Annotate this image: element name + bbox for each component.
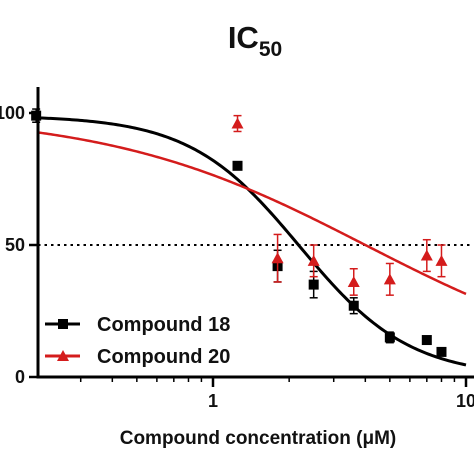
series-1-points — [31, 108, 447, 357]
y-tick-label-3: 100 — [0, 103, 25, 123]
legend: Compound 18 Compound 20 — [45, 314, 230, 368]
x-tick-label-1: 1 — [208, 391, 218, 411]
plot-area: 0 50 100 1 10 Compound 18 Compound 20 — [0, 87, 474, 411]
data-point-2-3 — [307, 254, 320, 266]
legend-label-1: Compound 18 — [97, 314, 230, 336]
x-axis-label: Compound concentration (μM) — [120, 428, 397, 449]
legend-marker-1 — [58, 319, 68, 329]
fit-curves — [38, 116, 467, 367]
legend-marker-2 — [57, 350, 69, 361]
data-point-1-2 — [232, 160, 243, 171]
series-2-points — [231, 114, 448, 296]
data-point-1-6 — [384, 332, 395, 343]
data-point-1-7 — [421, 335, 432, 346]
data-point-1-5 — [348, 300, 359, 311]
x-tick-label-2: 10 — [456, 391, 474, 411]
y-tick-label-1: 0 — [15, 367, 25, 387]
data-point-2-4 — [347, 275, 360, 287]
y-tick-label-2: 50 — [5, 235, 25, 255]
fit-curve-series-2 — [38, 131, 467, 296]
data-point-2-6 — [420, 249, 433, 261]
fit-curve-series-1 — [38, 116, 467, 367]
legend-label-2: Compound 20 — [97, 346, 230, 368]
chart-title-subscript: 50 — [259, 38, 282, 61]
data-point-1-4 — [308, 279, 319, 290]
data-point-1-8 — [436, 346, 447, 357]
chart-title-main: IC — [228, 20, 259, 55]
chart-title: IC50 — [228, 20, 282, 61]
data-point-2-5 — [383, 273, 396, 285]
data-point-1-1 — [31, 110, 42, 121]
data-point-2-2 — [271, 252, 284, 264]
data-point-2-1 — [231, 117, 244, 129]
data-point-2-7 — [435, 254, 448, 266]
